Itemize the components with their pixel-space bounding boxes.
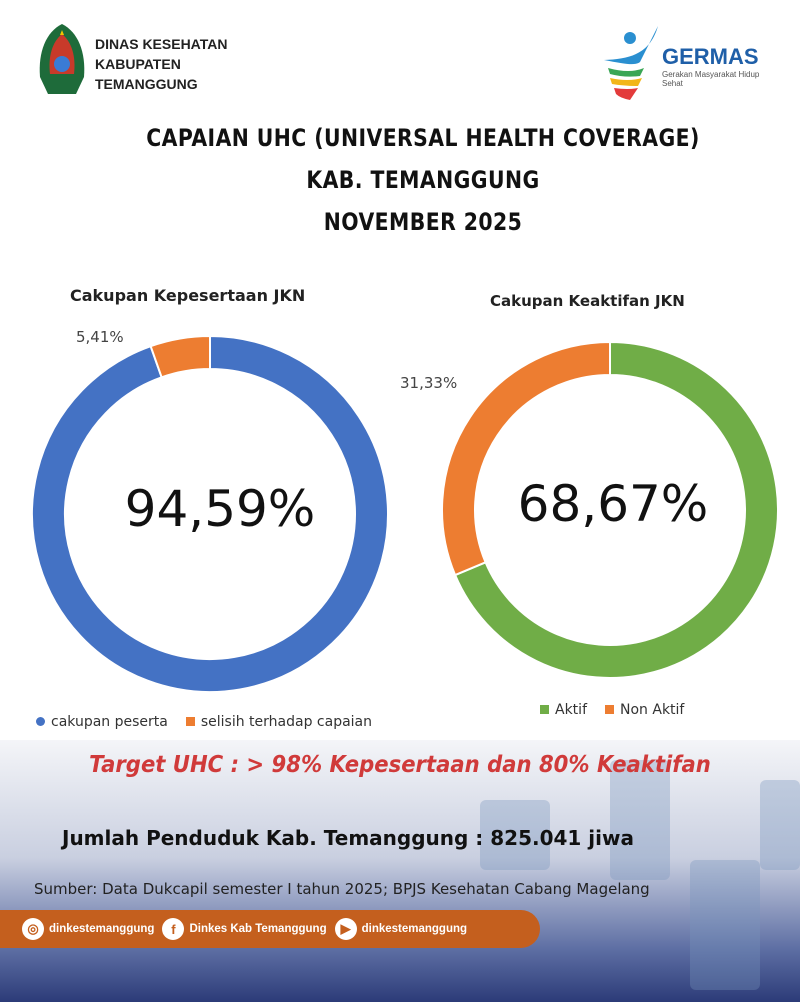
regency-emblem-logo xyxy=(39,24,85,94)
donut-slice-aktif xyxy=(453,340,779,679)
legend-item: selisih terhadap capaian xyxy=(185,714,373,730)
donut-slice-non-aktif xyxy=(441,340,611,577)
legend-item: cakupan peserta xyxy=(36,714,168,730)
social-youtube[interactable]: ▶ dinkestemanggung xyxy=(334,918,468,940)
data-source: Sumber: Data Dukcapil semester I tahun 2… xyxy=(34,880,650,898)
chart-title-keaktifan: Cakupan Keaktifan JKN xyxy=(490,292,685,310)
org-line: KABUPATEN xyxy=(95,56,181,72)
legend-item: Aktif xyxy=(540,702,587,718)
chart-title-kepesertaan: Cakupan Kepesertaan JKN xyxy=(70,286,306,305)
social-instagram[interactable]: ◎ dinkestemanggung xyxy=(22,918,154,940)
subtitle-period: NOVEMBER 2025 xyxy=(323,208,523,236)
germas-figure-icon xyxy=(604,26,658,100)
legend-label: selisih terhadap capaian xyxy=(200,714,373,730)
germas-wordmark: GERMAS xyxy=(662,44,759,69)
legend-keaktifan: Aktif Non Aktif xyxy=(540,702,684,718)
legend-label: Non Aktif xyxy=(620,702,685,718)
legend-label: Aktif xyxy=(555,702,587,718)
target-uhc: Target UHC : > 98% Kepesertaan dan 80% K… xyxy=(89,752,711,778)
legend-item: Non Aktif xyxy=(605,702,684,718)
germas-logo: GERMAS Gerakan Masyarakat Hidup Sehat xyxy=(600,24,770,104)
facebook-icon: f xyxy=(162,918,185,940)
legend-label: cakupan peserta xyxy=(51,714,168,730)
instagram-icon: ◎ xyxy=(22,918,44,940)
population-total: Jumlah Penduduk Kab. Temanggung : 825.04… xyxy=(62,826,634,850)
social-media-bar: ◎ dinkestemanggung f Dinkes Kab Temanggung… xyxy=(0,910,540,948)
donut-slice-selisih-terhadap-capaian xyxy=(149,334,211,379)
decor-cross xyxy=(760,780,800,870)
legend-swatch xyxy=(605,705,614,714)
legend-swatch xyxy=(540,705,549,714)
donut-charts xyxy=(31,334,779,693)
data-label-non-aktif: 31,33% xyxy=(400,374,458,392)
social-label: dinkestemanggung xyxy=(49,923,155,935)
org-line: DINAS KESEHATAN xyxy=(95,36,228,52)
legend-swatch xyxy=(185,717,195,726)
footer-background xyxy=(0,740,800,1002)
decor-cross xyxy=(690,860,760,990)
legend-kepesertaan: cakupan peserta selisih terhadap capaian xyxy=(36,714,372,730)
data-label-selisih: 5,41% xyxy=(76,328,124,346)
social-label: dinkestemanggung xyxy=(361,923,468,935)
youtube-icon: ▶ xyxy=(334,918,357,940)
donut-slice-cakupan-peserta xyxy=(31,334,389,693)
subtitle-region: KAB. TEMANGGUNG xyxy=(306,166,540,194)
social-label: Dinkes Kab Temanggung xyxy=(189,923,327,935)
center-label-keaktifan: 68,67% xyxy=(517,475,709,533)
org-line: TEMANGGUNG xyxy=(95,76,198,92)
social-facebook[interactable]: f Dinkes Kab Temanggung xyxy=(162,918,327,940)
main-title: CAPAIAN UHC (UNIVERSAL HEALTH COVERAGE) xyxy=(146,124,700,152)
legend-swatch xyxy=(36,717,45,726)
decor-cross xyxy=(480,800,550,870)
org-name: DINAS KESEHATAN KABUPATEN TEMANGGUNG xyxy=(95,34,228,94)
center-label-kepesertaan: 94,59% xyxy=(124,480,316,538)
germas-tagline: Gerakan Masyarakat Hidup Sehat xyxy=(662,70,760,88)
decor-cross xyxy=(610,760,670,880)
